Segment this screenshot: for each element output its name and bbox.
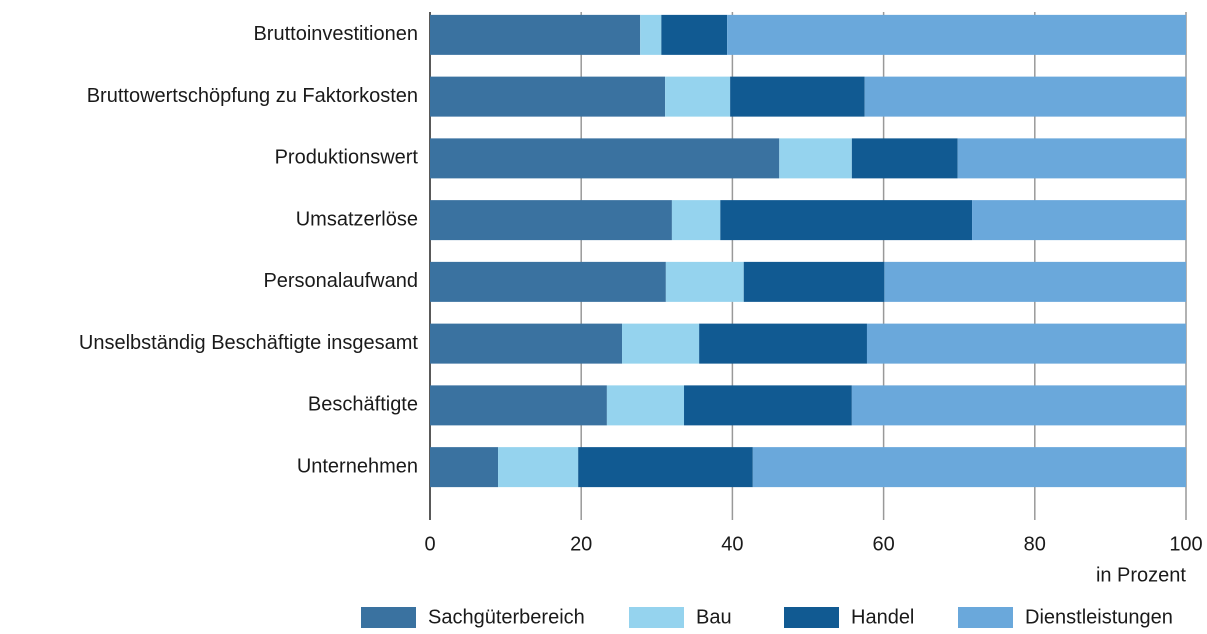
legend-swatch — [958, 607, 1013, 628]
bar-segment — [727, 14, 1186, 55]
x-tick-label: 60 — [872, 533, 894, 555]
bar-segment — [430, 76, 666, 117]
y-tick-label: Bruttoinvestitionen — [253, 23, 418, 45]
x-axis-label: in Prozent — [1096, 564, 1186, 586]
y-tick-label: Unselbständig Beschäftigte insgesamt — [79, 332, 419, 354]
bar-segment — [430, 14, 641, 55]
bar-segment — [671, 200, 721, 241]
bar-segment — [661, 14, 728, 55]
bar-segment — [743, 261, 885, 302]
bar-segment — [884, 261, 1186, 302]
x-tick-label: 40 — [721, 533, 743, 555]
bar-segment — [430, 385, 607, 426]
y-tick-label: Umsatzerlöse — [296, 208, 418, 230]
legend-label: Sachgüterbereich — [428, 606, 585, 628]
bar-segment — [430, 323, 623, 364]
x-tick-label: 20 — [570, 533, 592, 555]
bar-segment — [730, 76, 865, 117]
x-tick-label: 0 — [424, 533, 435, 555]
bar-segment — [864, 76, 1186, 117]
legend-label: Bau — [696, 606, 732, 628]
x-tick-label: 80 — [1024, 533, 1046, 555]
legend-swatch — [784, 607, 839, 628]
bar-segment — [640, 14, 662, 55]
bar-segment — [606, 385, 685, 426]
y-tick-label: Unternehmen — [297, 455, 418, 477]
y-tick-label: Produktionswert — [275, 147, 419, 169]
bar-segment — [665, 76, 731, 117]
bar-segment — [430, 261, 666, 302]
bar-segment — [957, 138, 1186, 179]
legend-swatch — [629, 607, 684, 628]
bar-segment — [578, 447, 753, 488]
bar-segment — [851, 138, 958, 179]
y-tick-label: Bruttowertschöpfung zu Faktorkosten — [87, 85, 418, 107]
bar-segment — [430, 447, 499, 488]
bar-segment — [684, 385, 852, 426]
bar-segment — [972, 200, 1186, 241]
bar-segment — [665, 261, 744, 302]
bar-segment — [779, 138, 852, 179]
bar-segment — [720, 200, 973, 241]
bar-segment — [430, 200, 672, 241]
bar-segment — [622, 323, 700, 364]
legend-label: Dienstleistungen — [1025, 606, 1173, 628]
bar-segment — [752, 447, 1186, 488]
bar-segment — [866, 323, 1186, 364]
bar-segment — [430, 138, 780, 179]
bar-segment — [498, 447, 579, 488]
legend-label: Handel — [851, 606, 914, 628]
y-tick-label: Beschäftigte — [308, 394, 418, 416]
bar-segment — [851, 385, 1186, 426]
legend-swatch — [361, 607, 416, 628]
bar-segment — [699, 323, 867, 364]
y-tick-label: Personalaufwand — [263, 270, 418, 292]
x-tick-label: 100 — [1169, 533, 1202, 555]
